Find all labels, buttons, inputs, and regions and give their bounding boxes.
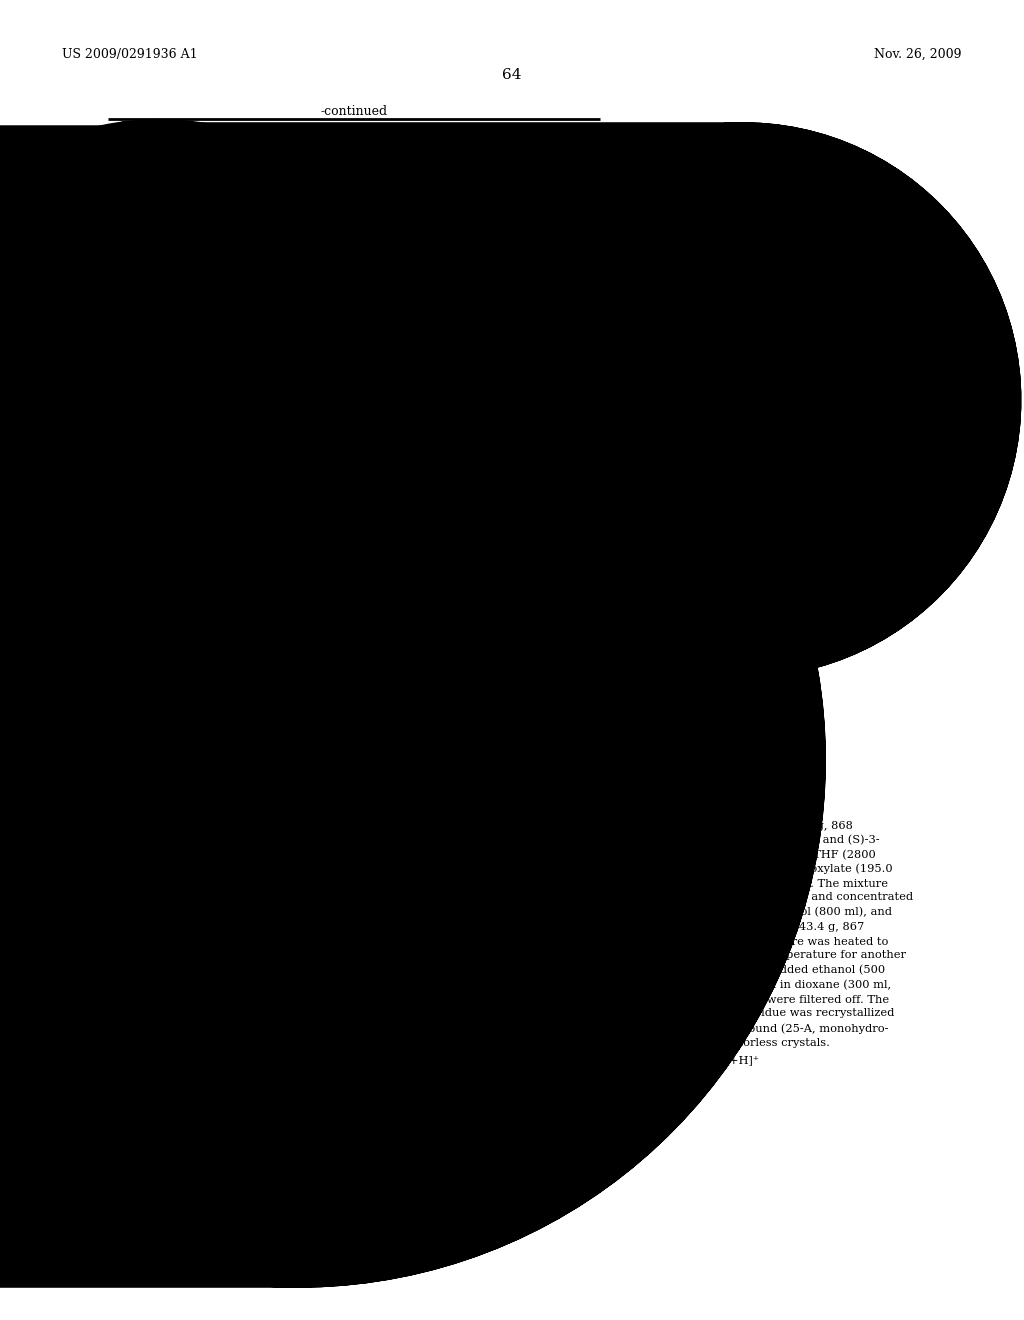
Text: in vacuo. The residue was dissolved in ethanol (800 ml), and: in vacuo. The residue was dissolved in e…: [542, 907, 892, 917]
Text: O: O: [133, 620, 142, 631]
Text: O: O: [265, 243, 274, 253]
Text: from ethyl acetate to give the compound (25-A, monohydro-: from ethyl acetate to give the compound …: [542, 1023, 889, 1034]
Text: O: O: [837, 348, 846, 362]
Text: (25-D): (25-D): [601, 554, 639, 568]
Text: H: H: [251, 742, 260, 751]
Text: S: S: [142, 500, 152, 513]
Text: N: N: [298, 222, 308, 232]
Text: No.: No.: [126, 129, 144, 139]
Text: g, 964 mmol) over 1.5 hours under ice-cooling. The mixture: g, 964 mmol) over 1.5 hours under ice-co…: [542, 878, 888, 888]
Text: ml) and a 4N hydrogen chloride solution in dioxane (300 ml,: ml) and a 4N hydrogen chloride solution …: [542, 979, 891, 990]
Text: Structure: Structure: [335, 129, 385, 139]
Text: O: O: [296, 282, 304, 293]
Text: Nov. 26, 2009: Nov. 26, 2009: [874, 48, 962, 61]
Text: OH: OH: [85, 451, 104, 465]
Text: O: O: [133, 751, 142, 762]
Text: O: O: [558, 492, 567, 503]
Text: O: O: [600, 620, 609, 630]
Text: (25-A): (25-A): [821, 430, 858, 444]
Text: H: H: [666, 668, 675, 677]
Text: mmol) at room temperature, and the mixture was heated to: mmol) at room temperature, and the mixtu…: [542, 936, 889, 946]
Text: (25-B): (25-B): [167, 690, 204, 704]
Text: O: O: [226, 521, 236, 532]
Text: thereto was added hydrazine monohydrate (43.4 g, 867: thereto was added hydrazine monohydrate …: [542, 921, 864, 932]
Text: O: O: [133, 763, 142, 774]
Text: S: S: [272, 242, 282, 255]
Text: 466 APCI: 466 APCI: [528, 150, 585, 164]
Text: N: N: [355, 226, 365, 236]
Text: S: S: [567, 480, 577, 494]
Text: MS (m/z): MS (m/z): [542, 129, 590, 139]
Text: O: O: [133, 513, 142, 523]
Text: O: O: [133, 634, 142, 643]
Text: H: H: [666, 479, 675, 487]
Text: 40 hours. To the reaction mixture were added ethanol (500: 40 hours. To the reaction mixture were a…: [542, 965, 885, 975]
Text: O: O: [242, 500, 251, 510]
Text: EXAMPLE: EXAMPLE: [120, 121, 174, 129]
Text: reflux for 4 hours and stirred at room temperature for another: reflux for 4 hours and stirred at room t…: [542, 950, 906, 961]
Text: S: S: [142, 620, 152, 634]
Text: OH: OH: [241, 634, 260, 643]
Text: O: O: [239, 748, 248, 758]
Text: O: O: [652, 471, 662, 480]
Text: OH: OH: [225, 741, 244, 751]
Text: (25-A): (25-A): [191, 470, 228, 483]
Text: N: N: [689, 665, 698, 675]
Text: O: O: [133, 502, 142, 511]
Text: N: N: [593, 644, 603, 653]
Text: N: N: [336, 243, 346, 253]
Text: S: S: [567, 671, 577, 684]
Text: Chiral: Chiral: [435, 193, 472, 206]
Text: [0247]: [0247]: [542, 1056, 585, 1067]
Text: -continued: -continued: [321, 106, 387, 117]
Text: 24: 24: [130, 150, 146, 164]
Text: [M + H]⁺: [M + H]⁺: [529, 164, 585, 177]
Text: O: O: [622, 564, 631, 577]
Text: ml) was added dropwise diisopropyl azodicarboxylate (195.0: ml) was added dropwise diisopropyl azodi…: [542, 863, 893, 874]
Text: hydroxytetrahydrofuran (70.7 g, 804 mmol) in THF (2800: hydroxytetrahydrofuran (70.7 g, 804 mmol…: [542, 849, 876, 859]
Text: O: O: [241, 619, 250, 630]
Text: (1-C): (1-C): [170, 570, 200, 583]
Text: O: O: [558, 480, 567, 491]
Text: H: H: [339, 252, 347, 260]
Text: (25-C): (25-C): [167, 820, 204, 833]
Text: S: S: [297, 758, 305, 768]
Text: O: O: [206, 371, 216, 384]
Text: 44: 44: [172, 150, 188, 164]
Text: (1) To a solution of N-hydroxyphthalimide (142 g, 868: (1) To a solution of N-hydroxyphthalimid…: [542, 820, 853, 830]
Text: OH: OH: [227, 611, 246, 620]
Text: ONH₂: ONH₂: [233, 438, 268, 451]
Text: ONH₂: ONH₂: [864, 407, 899, 420]
Text: O: O: [265, 253, 274, 264]
Text: MS (m/z) APCI: 104 [M+H]⁺: MS (m/z) APCI: 104 [M+H]⁺: [584, 1056, 759, 1067]
Text: -continued: -continued: [630, 290, 697, 304]
Text: N: N: [251, 750, 261, 760]
Text: N: N: [666, 677, 676, 686]
Text: O: O: [332, 144, 341, 154]
Text: S: S: [142, 751, 152, 763]
Text: N: N: [274, 738, 284, 747]
Text: O: O: [558, 682, 567, 693]
Text: N: N: [666, 487, 676, 498]
Text: 64: 64: [502, 69, 522, 82]
Text: O: O: [253, 495, 262, 506]
Text: O: O: [308, 199, 317, 209]
Text: O: O: [652, 661, 662, 671]
Text: No: No: [173, 129, 188, 139]
Text: filtrate was concentrated, and the residue was recrystallized: filtrate was concentrated, and the resid…: [542, 1008, 894, 1019]
Text: O: O: [558, 671, 567, 681]
Text: O: O: [112, 371, 121, 384]
Text: N: N: [689, 475, 698, 484]
Text: US 2009/0291936 A1: US 2009/0291936 A1: [62, 48, 198, 61]
Text: S: S: [712, 685, 720, 696]
Text: (25-E): (25-E): [602, 735, 638, 748]
Text: chloride) (92.6 g, yield 83%) as colorless crystals.: chloride) (92.6 g, yield 83%) as colorle…: [542, 1038, 829, 1048]
Text: S: S: [712, 495, 720, 506]
Text: O: O: [225, 491, 234, 502]
Text: mmol), triphenylphosphine (252.9 g, 964 mmol) and (S)-3-: mmol), triphenylphosphine (252.9 g, 964 …: [542, 834, 880, 845]
Text: was stirred at room temperature for 16 hours and concentrated: was stirred at room temperature for 16 h…: [542, 892, 913, 903]
Text: 1200 mmol). The precipitated crystals were filtered off. The: 1200 mmol). The precipitated crystals we…: [542, 994, 889, 1005]
